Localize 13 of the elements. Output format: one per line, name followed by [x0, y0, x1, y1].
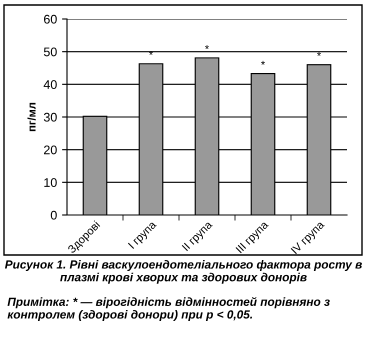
- text: Рисунок 1. Рівні васкулоендотеліального фактора росту в плазмі крові хворих та здорових донорів: [4, 260, 362, 284]
- y-tick-label: 0: [50, 210, 57, 220]
- annotation: *: [317, 52, 321, 56]
- y-tick-label: 10: [44, 178, 57, 187]
- y-axis-title: пг/мл: [27, 102, 36, 132]
- y-tick-label: 40: [44, 80, 57, 89]
- y-tick-label: 20: [44, 145, 57, 154]
- text: Примітка: * — вірогідність відмінностей порівняно з контролем (здорові донори) при p < 0,05.: [8, 297, 330, 322]
- y-tick-label: 50: [44, 47, 57, 56]
- annotation: *: [261, 60, 265, 65]
- y-tick-label: 30: [44, 112, 57, 122]
- y-tick-label: 60: [44, 14, 57, 24]
- annotation: *: [205, 45, 209, 50]
